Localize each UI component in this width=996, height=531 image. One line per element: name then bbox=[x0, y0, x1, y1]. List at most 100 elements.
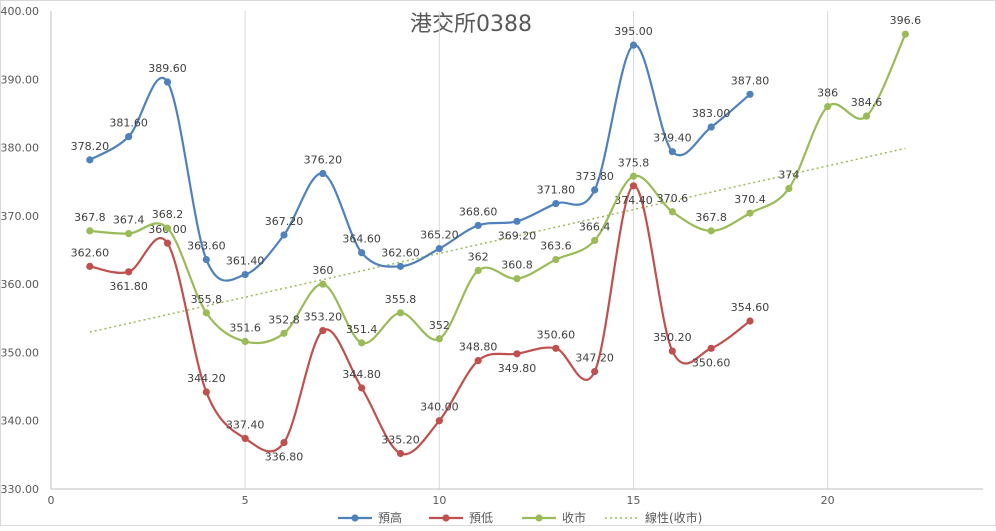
data-label: 344.20 bbox=[187, 372, 226, 385]
data-point bbox=[280, 329, 288, 337]
data-point bbox=[358, 384, 366, 392]
data-point bbox=[785, 184, 793, 193]
x-tick-label: 15 bbox=[627, 494, 641, 507]
data-point bbox=[591, 186, 599, 194]
data-point bbox=[319, 280, 327, 288]
data-point bbox=[629, 182, 638, 190]
data-label: 395.00 bbox=[614, 25, 653, 38]
data-label: 364.60 bbox=[342, 233, 381, 246]
y-tick-label: 400.00 bbox=[1, 5, 39, 18]
legend-label: 線性(收市) bbox=[645, 510, 702, 525]
series-line bbox=[89, 184, 751, 456]
legend-marker bbox=[535, 514, 543, 522]
data-label: 371.80 bbox=[537, 184, 576, 197]
data-label: 366.4 bbox=[579, 220, 611, 233]
data-point bbox=[86, 227, 94, 235]
data-label: 362.60 bbox=[71, 246, 110, 259]
data-point bbox=[901, 30, 909, 38]
data-label: 361.80 bbox=[109, 280, 148, 293]
data-label: 384.6 bbox=[851, 96, 883, 109]
x-tick-label: 0 bbox=[48, 494, 55, 507]
data-point bbox=[746, 317, 754, 325]
data-label: 369.20 bbox=[498, 229, 537, 242]
data-label: 378.20 bbox=[71, 140, 110, 153]
data-label: 376.20 bbox=[304, 154, 343, 167]
data-point bbox=[707, 344, 715, 352]
data-label: 352.8 bbox=[268, 313, 300, 326]
data-point bbox=[552, 344, 560, 352]
data-point bbox=[125, 230, 133, 238]
data-point bbox=[552, 255, 560, 264]
data-point bbox=[280, 231, 288, 239]
chart-title: 港交所0388 bbox=[410, 12, 532, 37]
data-label: 350.60 bbox=[537, 328, 576, 341]
data-label: 374.40 bbox=[614, 194, 653, 207]
data-label: 351.6 bbox=[229, 322, 261, 335]
data-label: 355.8 bbox=[385, 293, 417, 306]
x-tick-label: 10 bbox=[432, 494, 446, 507]
data-label: 354.60 bbox=[731, 301, 770, 314]
data-label: 336.80 bbox=[265, 451, 304, 464]
data-point bbox=[435, 417, 443, 425]
data-label: 375.8 bbox=[618, 156, 650, 169]
data-point bbox=[241, 434, 249, 443]
data-label: 361.40 bbox=[226, 255, 265, 268]
data-point bbox=[707, 123, 715, 131]
data-label: 363.60 bbox=[187, 240, 226, 253]
data-label: 344.80 bbox=[342, 368, 381, 381]
data-point bbox=[474, 221, 482, 230]
data-point bbox=[86, 262, 94, 270]
data-point bbox=[591, 236, 599, 245]
data-label: 368.60 bbox=[459, 205, 498, 218]
series-3: 367.8 367.4 368.2355.8351.6352.8360351.435… bbox=[74, 14, 921, 347]
data-label: 379.40 bbox=[653, 132, 692, 145]
data-label: 340.00 bbox=[420, 401, 459, 414]
data-point bbox=[319, 169, 327, 178]
legend-label: 收市 bbox=[562, 510, 586, 525]
data-label: 348.80 bbox=[459, 341, 498, 354]
data-label: 353.20 bbox=[304, 311, 343, 324]
legend-label: 預低 bbox=[469, 511, 493, 525]
data-point bbox=[396, 262, 405, 270]
y-tick-label: 360.00 bbox=[1, 278, 39, 291]
y-tick-label: 330.00 bbox=[1, 483, 39, 496]
data-point bbox=[474, 357, 482, 365]
data-label: 367.8 bbox=[74, 211, 106, 224]
y-tick-label: 380.00 bbox=[1, 142, 39, 155]
data-point bbox=[513, 275, 521, 283]
data-point bbox=[629, 41, 638, 49]
data-point bbox=[202, 388, 210, 396]
data-point bbox=[319, 326, 327, 335]
data-point bbox=[358, 339, 366, 347]
data-label: 387.80 bbox=[731, 74, 770, 87]
data-label: 337.40 bbox=[226, 418, 265, 431]
data-point bbox=[280, 438, 288, 447]
data-label: 370.6 bbox=[657, 192, 689, 205]
data-point bbox=[746, 90, 754, 98]
data-label: 360.8 bbox=[501, 259, 533, 272]
data-point bbox=[435, 335, 443, 343]
data-point bbox=[396, 309, 405, 317]
data-point bbox=[163, 224, 172, 232]
data-point bbox=[513, 350, 521, 358]
data-point bbox=[707, 227, 715, 235]
data-label: 368.2 bbox=[152, 208, 184, 221]
data-point bbox=[513, 217, 521, 225]
data-point bbox=[358, 249, 366, 257]
data-point bbox=[862, 112, 871, 120]
data-point bbox=[202, 309, 210, 317]
data-label: 363.6 bbox=[540, 240, 572, 253]
data-label: 383.00 bbox=[692, 107, 731, 120]
data-label: 367.20 bbox=[265, 215, 304, 228]
data-label: 360 bbox=[312, 264, 333, 277]
data-point bbox=[396, 449, 405, 458]
data-label: 347.20 bbox=[575, 352, 614, 365]
data-point bbox=[668, 208, 676, 216]
data-label: 367.4 bbox=[113, 214, 145, 227]
series-2: 362.60361.80366.00344.20337.40336.80353.… bbox=[71, 182, 770, 464]
data-label: 381.60 bbox=[109, 117, 148, 130]
data-label: 350.20 bbox=[653, 331, 692, 344]
data-label: 350.60 bbox=[692, 356, 731, 369]
